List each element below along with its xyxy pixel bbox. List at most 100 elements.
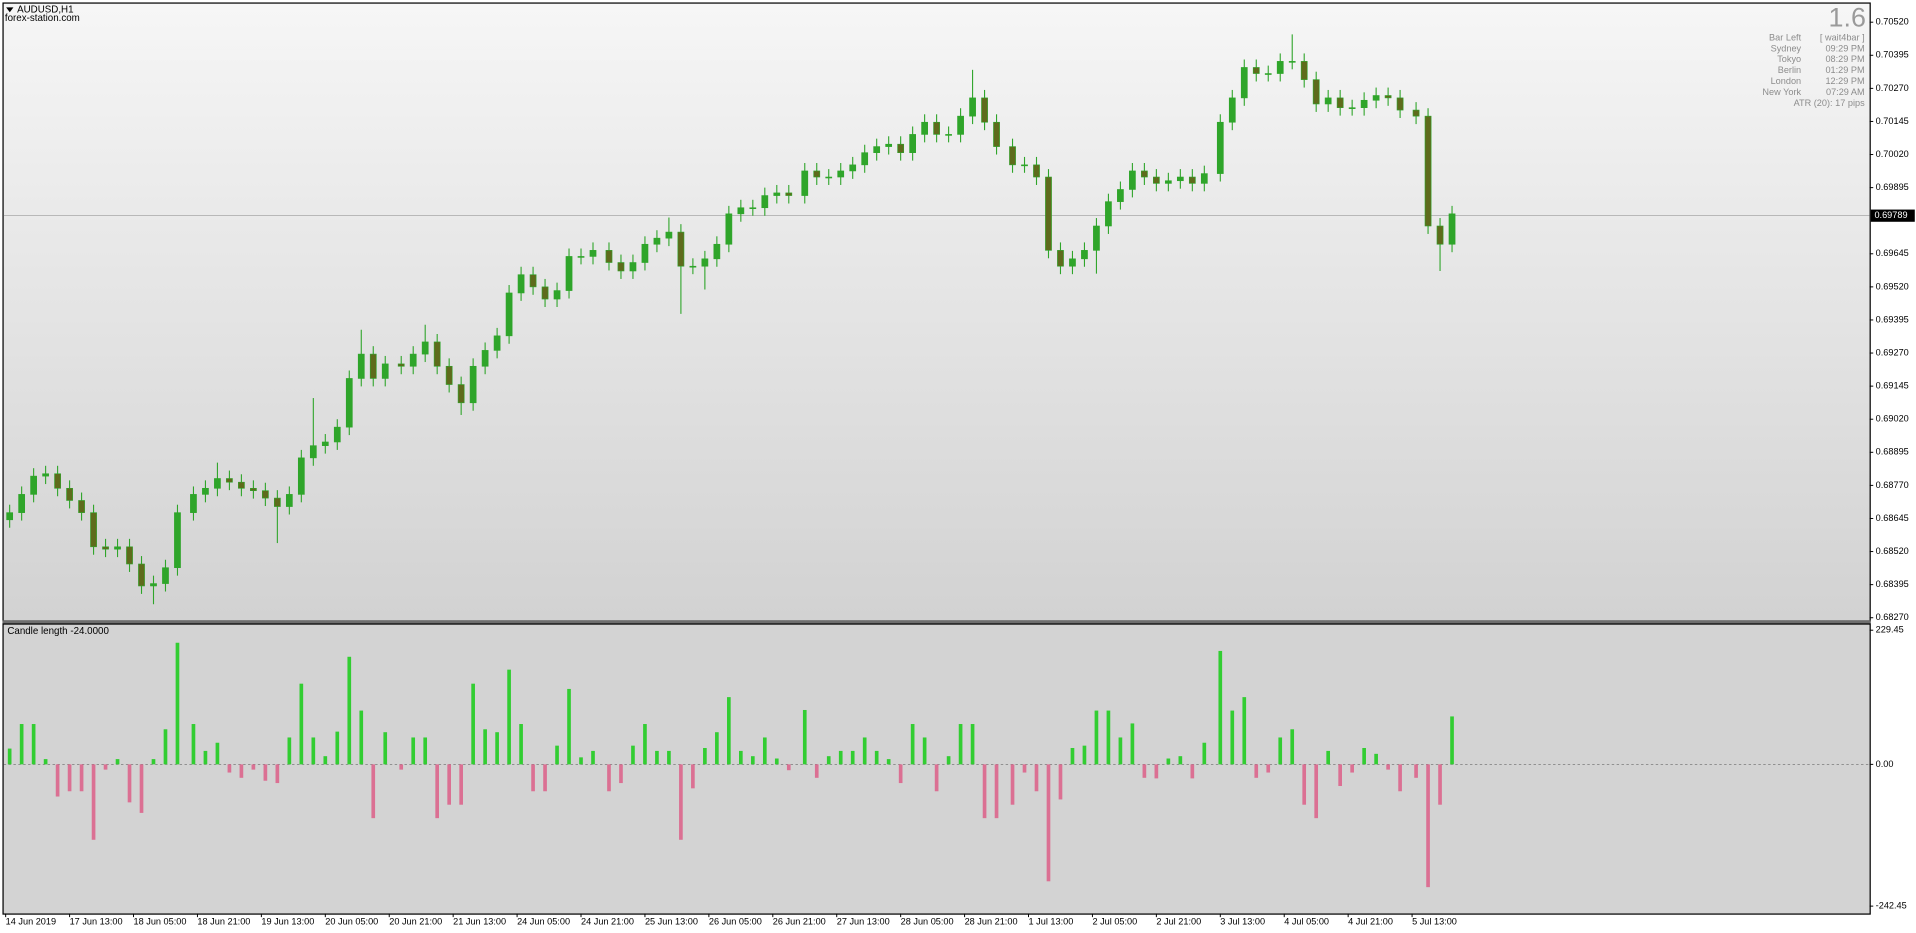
histogram-bar: [7, 748, 12, 765]
x-tick-label: 24 Jun 05:00: [517, 916, 570, 926]
histogram-bar: [55, 764, 60, 797]
x-tick-label: 26 Jun 05:00: [709, 916, 762, 926]
histogram-bar: [383, 732, 388, 765]
histogram-bar: [67, 764, 72, 792]
city-name: Berlin: [1778, 65, 1801, 75]
histogram-bar: [115, 759, 120, 765]
histogram-bar: [1010, 764, 1015, 805]
x-tick-label: 26 Jun 21:00: [773, 916, 826, 926]
spread-value: 1.6: [1829, 3, 1866, 33]
y-tick-label: 0.68895: [1876, 447, 1909, 457]
histogram-bar: [287, 737, 292, 765]
candle-body: [1288, 61, 1296, 63]
histogram-bar: [1326, 750, 1331, 765]
price-panel: [2, 2, 1871, 622]
histogram-bar: [1118, 737, 1123, 765]
histogram-bar: [299, 683, 304, 765]
y-tick-label: 0.69270: [1876, 347, 1909, 357]
histogram-bar: [802, 709, 807, 765]
histogram-bar: [1242, 697, 1247, 765]
candle-body: [1057, 250, 1064, 267]
x-tick-label: 17 Jun 13:00: [70, 916, 123, 926]
histogram-bar: [838, 750, 843, 765]
candle-body: [1141, 170, 1148, 178]
histogram-bar: [151, 759, 156, 765]
candle-body: [689, 265, 697, 268]
x-tick-label: 28 Jun 05:00: [901, 916, 954, 926]
candle-body: [1081, 250, 1088, 260]
candle-body: [565, 256, 573, 291]
y-tick-label: 0.69520: [1876, 281, 1909, 291]
candle-body: [873, 146, 881, 153]
candle-body: [945, 134, 952, 136]
city-time: 07:29 AM: [1826, 87, 1865, 97]
histogram-bar: [703, 747, 707, 765]
histogram-bar: [1154, 764, 1159, 779]
candle-body: [409, 353, 417, 367]
y-tick-label: 0.69145: [1876, 381, 1909, 391]
candle-body: [641, 243, 649, 263]
city-name: Sydney: [1771, 43, 1802, 53]
histogram-bar: [239, 764, 244, 778]
bar-left-label: Bar Left: [1769, 32, 1802, 42]
candle-body: [102, 546, 109, 550]
candle-body: [861, 152, 869, 166]
city-name: London: [1771, 76, 1802, 86]
histogram-bar: [359, 710, 364, 765]
candle-body: [174, 512, 181, 569]
candle-body: [190, 494, 197, 513]
city-time: 08:29 PM: [1825, 54, 1864, 64]
atr-text: ATR (20): 17 pips: [1794, 98, 1866, 108]
candle-body: [1448, 213, 1456, 245]
city-time: 01:29 PM: [1825, 65, 1864, 75]
candle-body: [1324, 97, 1332, 105]
histogram-bar: [750, 756, 755, 765]
histogram-bar: [1034, 764, 1039, 792]
histogram-bar: [31, 724, 36, 765]
candle-body: [897, 143, 905, 153]
candle-body: [1372, 95, 1380, 101]
candle-body: [54, 473, 61, 489]
candle-body: [126, 546, 133, 565]
candle-body: [1188, 176, 1196, 184]
candle-body: [993, 121, 1000, 147]
candle-body: [1176, 176, 1184, 182]
candle-body: [577, 256, 585, 258]
y-tick-label: 0.70395: [1876, 50, 1909, 60]
current-price-box: [1870, 209, 1915, 222]
y-tick-label: 0.69395: [1876, 314, 1909, 324]
candle-body: [285, 494, 293, 507]
y-tick-label: 0.00: [1876, 759, 1894, 769]
candle-body: [369, 353, 377, 379]
y-tick-label: 229.45: [1876, 625, 1904, 635]
candle-body: [1216, 121, 1224, 174]
x-tick-label: 20 Jun 21:00: [389, 916, 442, 926]
histogram-bar: [826, 756, 831, 765]
histogram-bar: [215, 742, 220, 765]
candle-body: [505, 292, 513, 337]
x-tick-label: 3 Jul 13:00: [1220, 916, 1265, 926]
candle-body: [885, 143, 893, 147]
candle-body: [250, 487, 257, 491]
histogram-bar: [1094, 710, 1099, 765]
x-tick-label: 5 Jul 13:00: [1412, 916, 1457, 926]
histogram-bar: [1438, 764, 1442, 805]
histogram-bar: [786, 764, 791, 771]
histogram-bar: [495, 732, 499, 765]
histogram-bar: [886, 759, 891, 765]
histogram-bar: [1178, 756, 1183, 765]
candle-body: [481, 350, 489, 367]
histogram-bar: [1254, 764, 1259, 778]
x-tick-label: 27 Jun 13:00: [837, 916, 890, 926]
histogram-bar: [1350, 764, 1354, 773]
candle-body: [333, 426, 341, 443]
y-tick-label: 0.70145: [1876, 116, 1909, 126]
histogram-bar: [922, 737, 927, 765]
candle-body: [629, 262, 637, 272]
histogram-bar: [814, 764, 819, 778]
histogram-bar: [127, 764, 132, 803]
candle-body: [813, 170, 821, 178]
panel-separator: [2, 620, 1871, 625]
menu-arrow[interactable]: [6, 7, 14, 13]
